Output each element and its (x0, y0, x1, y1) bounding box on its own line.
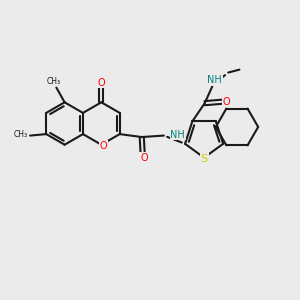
Text: O: O (140, 153, 148, 163)
Text: CH₃: CH₃ (14, 130, 28, 140)
Text: O: O (98, 78, 105, 88)
Text: O: O (99, 141, 107, 151)
Text: O: O (223, 97, 231, 107)
Text: CH₃: CH₃ (47, 76, 61, 85)
Text: NH: NH (207, 75, 222, 85)
Text: S: S (200, 154, 208, 164)
Text: NH: NH (170, 130, 185, 140)
